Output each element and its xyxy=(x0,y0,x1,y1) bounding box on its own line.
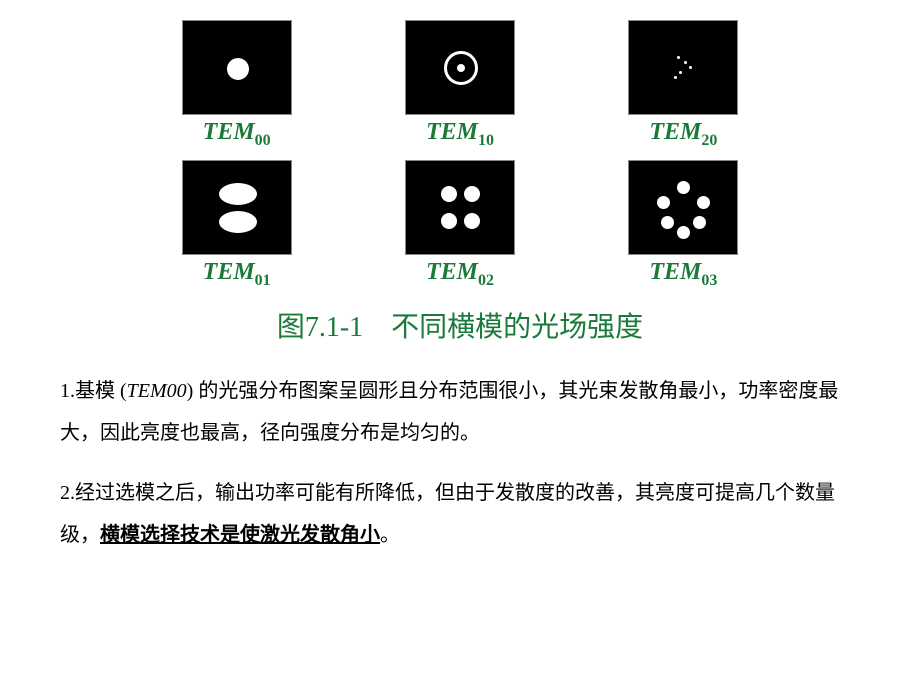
mode-prefix: TEM xyxy=(426,119,478,145)
mode-label-tem10: TEM10 xyxy=(426,119,494,150)
paragraph-2: 2.经过选模之后，输出功率可能有所降低，但由于发散度的改善，其亮度可提高几个数量… xyxy=(60,472,860,556)
mode-image-tem01 xyxy=(182,160,292,255)
mode-sub: 20 xyxy=(701,132,717,149)
mode-sub: 02 xyxy=(478,272,494,289)
mode-label-tem01: TEM01 xyxy=(203,259,271,290)
mode-image-tem00 xyxy=(182,20,292,115)
mode-prefix: TEM xyxy=(426,259,478,285)
mode-image-tem03 xyxy=(628,160,738,255)
mode-cell-tem10: TEM10 xyxy=(373,20,546,150)
mode-cell-tem03: TEM03 xyxy=(597,160,770,290)
mode-label-tem00: TEM00 xyxy=(203,119,271,150)
mode-cell-tem00: TEM00 xyxy=(150,20,323,150)
mode-cell-tem02: TEM02 xyxy=(373,160,546,290)
p2-suffix: 。 xyxy=(380,524,400,546)
mode-image-tem10 xyxy=(405,20,515,115)
mode-sub: 01 xyxy=(255,272,271,289)
mode-image-tem02 xyxy=(405,160,515,255)
paragraph-1: 1.基模 (TEM00) 的光强分布图案呈圆形且分布范围很小，其光束发散角最小，… xyxy=(60,370,860,454)
mode-sub: 00 xyxy=(255,132,271,149)
figure-caption: 图7.1-1 不同横模的光场强度 xyxy=(60,305,860,345)
mode-cell-tem20: TEM20 xyxy=(597,20,770,150)
mode-sub: 03 xyxy=(701,272,717,289)
p1-prefix: 1.基模 ( xyxy=(60,380,127,402)
mode-label-tem20: TEM20 xyxy=(649,119,717,150)
modes-grid: TEM00 TEM10 TEM20 TEM01 xyxy=(150,20,770,290)
p2-underline: 横模选择技术是使激光发散角小 xyxy=(100,524,380,546)
mode-image-tem20 xyxy=(628,20,738,115)
mode-label-tem02: TEM02 xyxy=(426,259,494,290)
mode-sub: 10 xyxy=(478,132,494,149)
mode-prefix: TEM xyxy=(649,259,701,285)
mode-cell-tem01: TEM01 xyxy=(150,160,323,290)
mode-prefix: TEM xyxy=(649,119,701,145)
p1-tem: TEM00 xyxy=(127,380,187,402)
mode-prefix: TEM xyxy=(203,259,255,285)
mode-label-tem03: TEM03 xyxy=(649,259,717,290)
mode-prefix: TEM xyxy=(203,119,255,145)
